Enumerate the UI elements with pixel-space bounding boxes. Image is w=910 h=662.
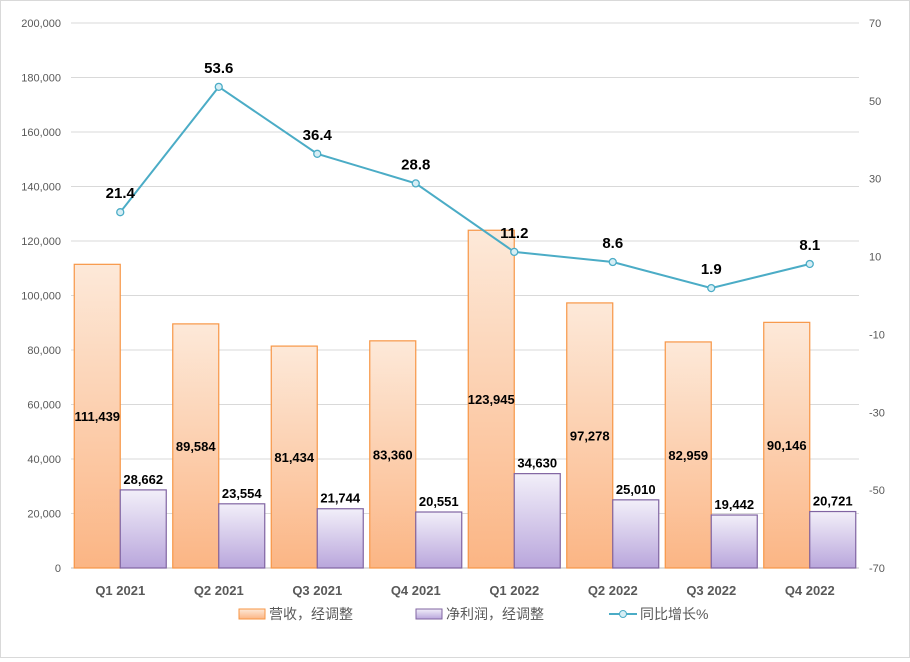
y-right-tick-label: 50 (869, 96, 881, 108)
revenue-bar (172, 323, 220, 569)
profit-data-label: 25,010 (616, 482, 656, 497)
growth-data-label: 28.8 (401, 156, 430, 173)
y-left-tick-label: 0 (55, 563, 61, 575)
revenue-data-label: 82,959 (668, 448, 708, 463)
y-right-tick-label: -70 (869, 563, 885, 575)
y-left-tick-label: 80,000 (27, 345, 61, 357)
legend-growth-label: 同比增长% (640, 606, 708, 622)
profit-data-label: 28,662 (123, 472, 163, 487)
x-tick-label: Q3 2021 (292, 583, 342, 598)
revenue-data-label: 111,439 (74, 409, 120, 424)
growth-data-label: 11.2 (500, 225, 528, 242)
y-left-tick-label: 120,000 (21, 236, 61, 248)
legend-growth-marker (619, 610, 627, 618)
profit-bar (710, 514, 758, 569)
revenue-data-label: 90,146 (767, 438, 807, 453)
profit-bar (612, 499, 660, 569)
y-left-tick-label: 40,000 (27, 454, 61, 466)
growth-data-label: 8.1 (799, 237, 820, 254)
x-tick-label: Q1 2022 (489, 583, 539, 598)
growth-point (805, 259, 814, 269)
growth-data-label: 1.9 (701, 261, 722, 278)
growth-data-label: 8.6 (602, 235, 623, 252)
growth-data-label: 36.4 (303, 127, 333, 144)
growth-point (608, 257, 617, 267)
profit-bar (415, 511, 463, 569)
x-tick-label: Q2 2022 (588, 583, 638, 598)
growth-point (411, 179, 420, 188)
revenue-bar (270, 345, 318, 569)
revenue-bar (369, 340, 417, 569)
profit-bar (218, 503, 266, 569)
profit-bar (119, 489, 167, 569)
x-tick-label: Q2 2021 (194, 583, 244, 598)
profit-bar (513, 473, 561, 569)
revenue-data-label: 123,945 (468, 392, 515, 407)
y-right-tick-label: 70 (869, 18, 881, 30)
revenue-bar (763, 321, 811, 569)
growth-point (116, 208, 125, 217)
revenue-bar (73, 263, 121, 569)
revenue-data-label: 97,278 (570, 428, 610, 443)
revenue-data-label: 89,584 (176, 439, 217, 454)
profit-bar (809, 510, 857, 569)
y-right-tick-label: -10 (869, 329, 885, 341)
x-tick-label: Q4 2021 (391, 583, 441, 598)
y-left-tick-label: 100,000 (21, 291, 61, 303)
revenue-data-label: 83,360 (373, 447, 413, 462)
revenue-data-label: 81,434 (274, 450, 315, 465)
growth-point (510, 247, 519, 257)
profit-data-label: 23,554 (222, 486, 263, 501)
y-left-tick-label: 60,000 (27, 400, 61, 412)
y-left-tick-label: 140,000 (21, 182, 61, 194)
y-left-tick-label: 180,000 (21, 73, 61, 85)
profit-bar (316, 508, 364, 569)
revenue-bar (467, 229, 515, 569)
profit-data-label: 20,551 (419, 494, 459, 509)
growth-line (119, 85, 810, 290)
y-right-tick-label: 30 (869, 174, 881, 186)
legend-revenue-swatch (238, 608, 266, 620)
legend-revenue-label: 营收，经调整 (269, 606, 353, 622)
profit-data-label: 34,630 (517, 456, 557, 471)
y-right-tick-label: 10 (869, 252, 881, 264)
profit-data-label: 20,721 (813, 494, 853, 509)
growth-point (313, 149, 322, 158)
revenue-bar (664, 341, 712, 569)
legend-profit-label: 净利润，经调整 (446, 606, 544, 622)
x-tick-label: Q3 2022 (686, 583, 736, 598)
legend-profit-swatch (415, 608, 443, 620)
x-tick-label: Q1 2021 (95, 583, 145, 598)
x-tick-label: Q4 2022 (785, 583, 835, 598)
growth-point (214, 82, 223, 91)
profit-data-label: 21,744 (320, 491, 361, 506)
growth-point (707, 283, 716, 293)
growth-data-label: 21.4 (106, 185, 136, 202)
revenue-bar (566, 302, 614, 569)
y-left-tick-label: 200,000 (21, 18, 61, 30)
profit-data-label: 19,442 (714, 497, 754, 512)
y-left-tick-label: 160,000 (21, 127, 61, 139)
y-right-tick-label: -50 (869, 485, 885, 497)
y-left-tick-label: 20,000 (27, 509, 61, 521)
growth-data-label: 53.6 (204, 60, 233, 77)
y-right-tick-label: -30 (869, 407, 885, 419)
